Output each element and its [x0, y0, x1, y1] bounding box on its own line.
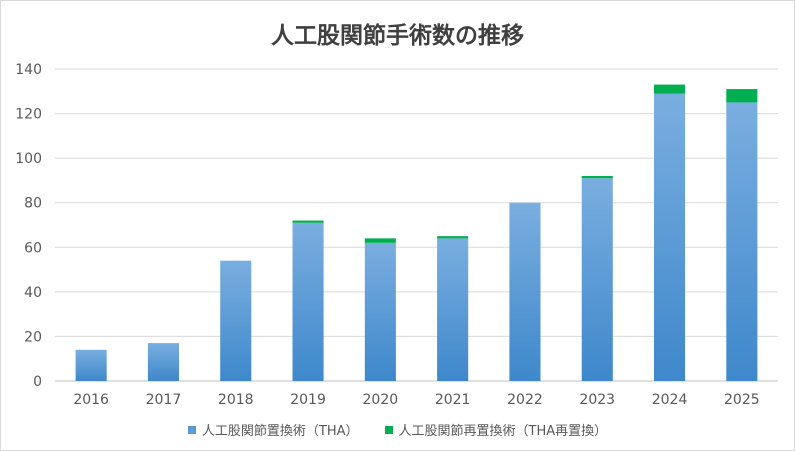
x-tick-label: 2023	[579, 392, 615, 408]
x-tick-label: 2024	[652, 392, 688, 408]
y-tick-label: 0	[33, 374, 42, 390]
x-tick-label: 2025	[724, 392, 760, 408]
bar-tha-revision	[654, 84, 686, 94]
bar-tha-revision	[726, 89, 758, 103]
bar-tha	[75, 349, 107, 381]
y-tick-label: 140	[15, 62, 42, 78]
bar-tha	[437, 238, 469, 381]
y-tick-label: 20	[24, 329, 42, 345]
x-tick-label: 2021	[435, 392, 471, 408]
bar-tha	[654, 93, 686, 381]
legend: 人工股関節置換術（THA） 人工股関節再置換術（THA再置換）	[0, 420, 795, 439]
legend-item-tha: 人工股関節置換術（THA）	[187, 420, 359, 439]
legend-label-revision: 人工股関節再置換術（THA再置換）	[398, 424, 608, 439]
x-tick-label: 2022	[507, 392, 543, 408]
chart-title: 人工股関節手術数の推移	[271, 23, 524, 49]
legend-swatch-revision	[384, 425, 393, 434]
x-tick-label: 2018	[218, 392, 254, 408]
bar-tha	[364, 242, 396, 381]
legend-label-tha: 人工股関節置換術（THA）	[201, 424, 359, 439]
bar-tha-revision	[364, 238, 396, 243]
x-tick-label: 2017	[146, 392, 182, 408]
bar-tha	[509, 202, 541, 381]
y-tick-label: 120	[15, 107, 42, 123]
x-tick-label: 2016	[73, 392, 109, 408]
y-tick-label: 80	[24, 196, 42, 212]
bar-tha	[147, 343, 179, 381]
bar-tha-revision	[292, 220, 324, 223]
y-tick-label: 100	[15, 151, 42, 167]
bar-tha	[292, 222, 324, 381]
bar-tha-revision	[581, 175, 613, 179]
bar-tha	[726, 102, 758, 381]
bars	[75, 84, 758, 381]
x-tick-label: 2019	[290, 392, 326, 408]
bar-tha-revision	[437, 236, 469, 239]
legend-swatch-tha	[187, 425, 196, 434]
x-axis: 2016 2017 2018 2019 2020 2021 2022 2023 2024 2025	[73, 392, 759, 408]
legend-item-revision: 人工股関節再置換術（THA再置換）	[384, 420, 608, 439]
y-tick-label: 60	[24, 240, 42, 256]
bar-tha	[220, 260, 252, 381]
y-axis: 0 20 40 60 80 100 120 140	[15, 62, 42, 390]
bar-tha	[581, 178, 613, 381]
x-tick-label: 2020	[363, 392, 399, 408]
y-tick-label: 40	[24, 285, 42, 301]
